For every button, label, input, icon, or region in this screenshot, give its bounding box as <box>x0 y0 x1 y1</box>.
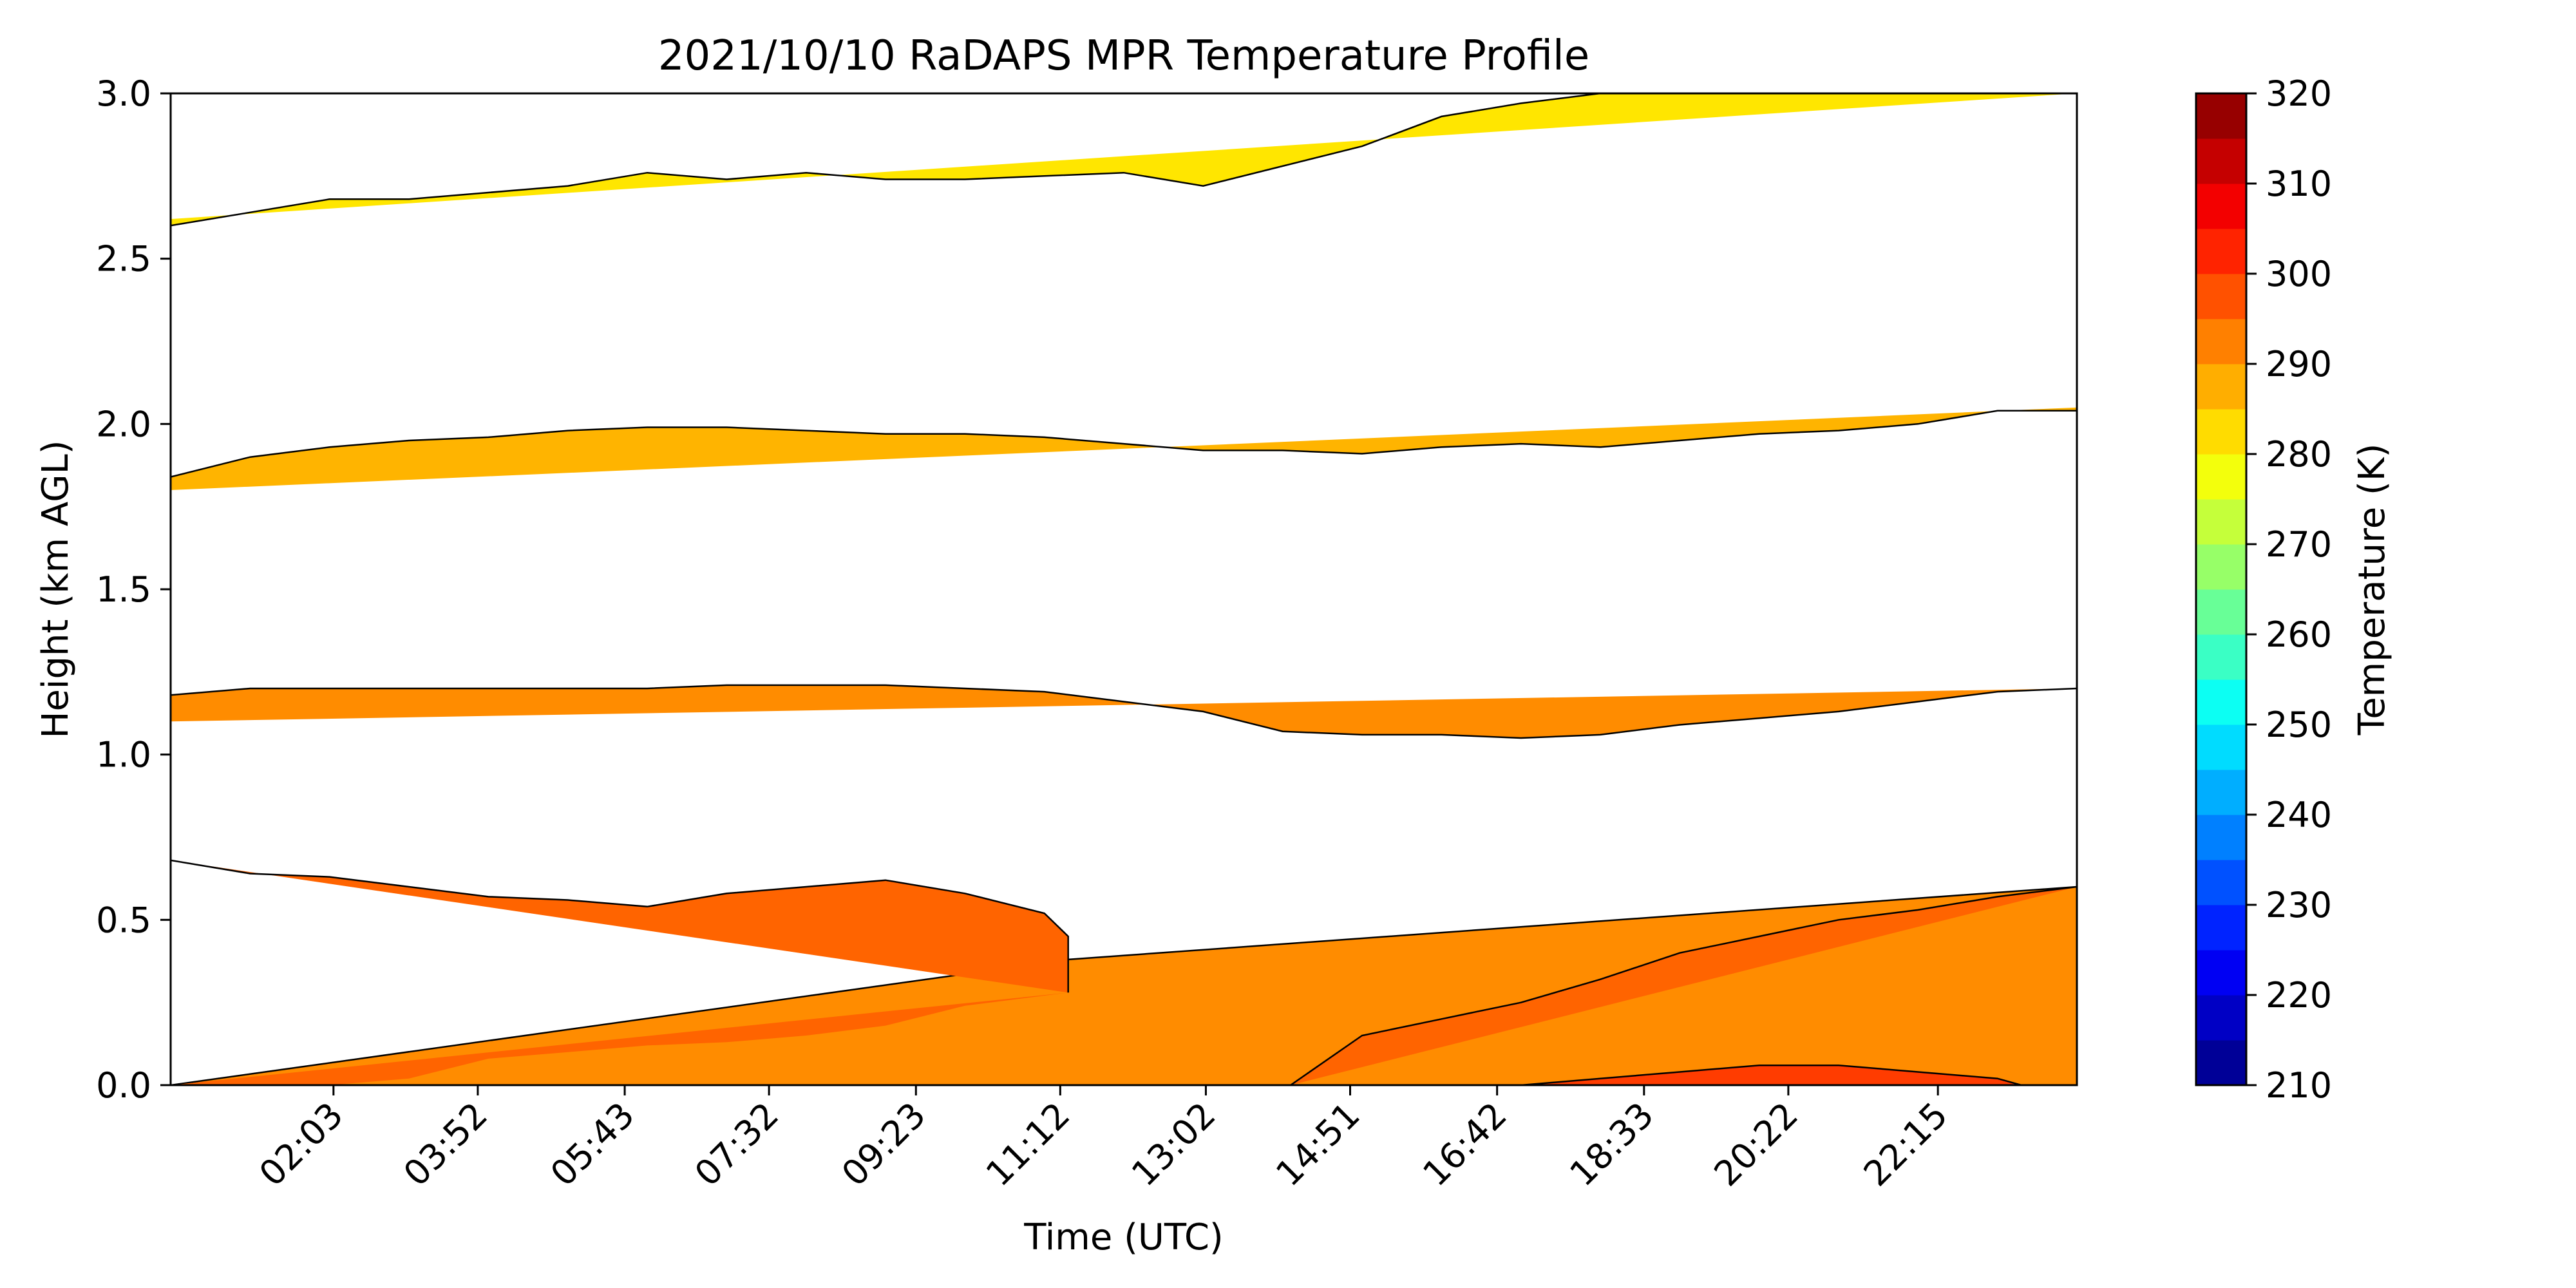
contour-bands <box>171 93 2077 1085</box>
plot-area <box>169 92 2078 1086</box>
contour-band <box>171 685 2077 738</box>
y-tick-label: 2.0 <box>96 404 151 444</box>
colorbar-segment <box>2196 995 2246 1041</box>
colorbar-segment <box>2196 364 2246 410</box>
contour-band <box>171 887 2077 1085</box>
contour-line <box>1290 886 2077 1085</box>
y-tick-label: 0.5 <box>96 900 151 940</box>
colorbar-segment <box>2196 679 2246 725</box>
colorbar-segment <box>2196 589 2246 635</box>
colorbar-segment <box>2196 499 2246 545</box>
chart-title: 2021/10/10 RaDAPS MPR Temperature Profil… <box>658 32 1589 80</box>
colorbar-tick-label: 250 <box>2266 705 2332 745</box>
colorbar-tick-label: 320 <box>2266 73 2332 114</box>
colorbar-segment <box>2196 184 2246 229</box>
colorbar-segment <box>2196 634 2246 680</box>
colorbar-segment <box>2196 229 2246 274</box>
colorbar-tick-label: 300 <box>2266 254 2332 294</box>
colorbar-tick-label: 240 <box>2266 795 2332 835</box>
colorbar-segment <box>2196 454 2246 500</box>
colorbar-segment <box>2196 138 2246 184</box>
y-tick-label: 0.0 <box>96 1065 151 1106</box>
contour-band <box>171 407 2077 490</box>
contour-band <box>1291 887 2077 1085</box>
colorbar-segment <box>2196 1040 2246 1086</box>
contour-line <box>171 93 2077 227</box>
colorbar-segment <box>2196 815 2246 860</box>
colorbar-tick-label: 220 <box>2266 975 2332 1016</box>
colorbar-tick-label: 280 <box>2266 434 2332 475</box>
colorbar-tick-label: 290 <box>2266 344 2332 384</box>
colorbar-segment <box>2196 274 2246 319</box>
colorbar-segment <box>2196 544 2246 590</box>
y-axis-label: Height (km AGL) <box>35 440 77 738</box>
y-tick-label: 1.0 <box>96 735 151 775</box>
y-tick-label: 3.0 <box>96 73 151 114</box>
contour-line <box>171 684 2077 739</box>
contour-line <box>171 886 2077 1085</box>
x-axis-label: Time (UTC) <box>1023 1217 1224 1258</box>
y-tick-label: 2.5 <box>96 239 151 279</box>
colorbar-segment <box>2196 950 2246 996</box>
colorbar-segment <box>2196 770 2246 815</box>
contour-line <box>1520 1064 2022 1085</box>
y-axis: 0.0 0.5 1.0 1.5 2.0 2.5 3.0 <box>96 73 171 1106</box>
colorbar-label: Temperature (K) <box>2351 444 2393 736</box>
colorbar-tick-label: 310 <box>2266 164 2332 204</box>
colorbar-tick-label: 210 <box>2266 1065 2332 1106</box>
y-tick-label: 1.5 <box>96 569 151 610</box>
colorbar-segment <box>2196 319 2246 365</box>
colorbar-tick-label: 260 <box>2266 614 2332 655</box>
colorbar-segment <box>2196 409 2246 455</box>
colorbar-segment <box>2196 724 2246 770</box>
contour-line <box>171 859 1069 993</box>
contour-band <box>171 860 1068 1085</box>
colorbar-tick-label: 230 <box>2266 885 2332 925</box>
colorbar-segment <box>2196 93 2246 139</box>
contour-band <box>171 93 2077 226</box>
colorbar: 210 220 230 240 250 260 270 280 290 300 310 320 Tem… <box>2195 73 2393 1106</box>
colorbar-tick-label: 270 <box>2266 524 2332 565</box>
colorbar-segment <box>2196 860 2246 905</box>
contour-line <box>171 410 2077 478</box>
colorbar-segment <box>2196 905 2246 951</box>
colorbar-frame <box>2195 92 2248 1086</box>
